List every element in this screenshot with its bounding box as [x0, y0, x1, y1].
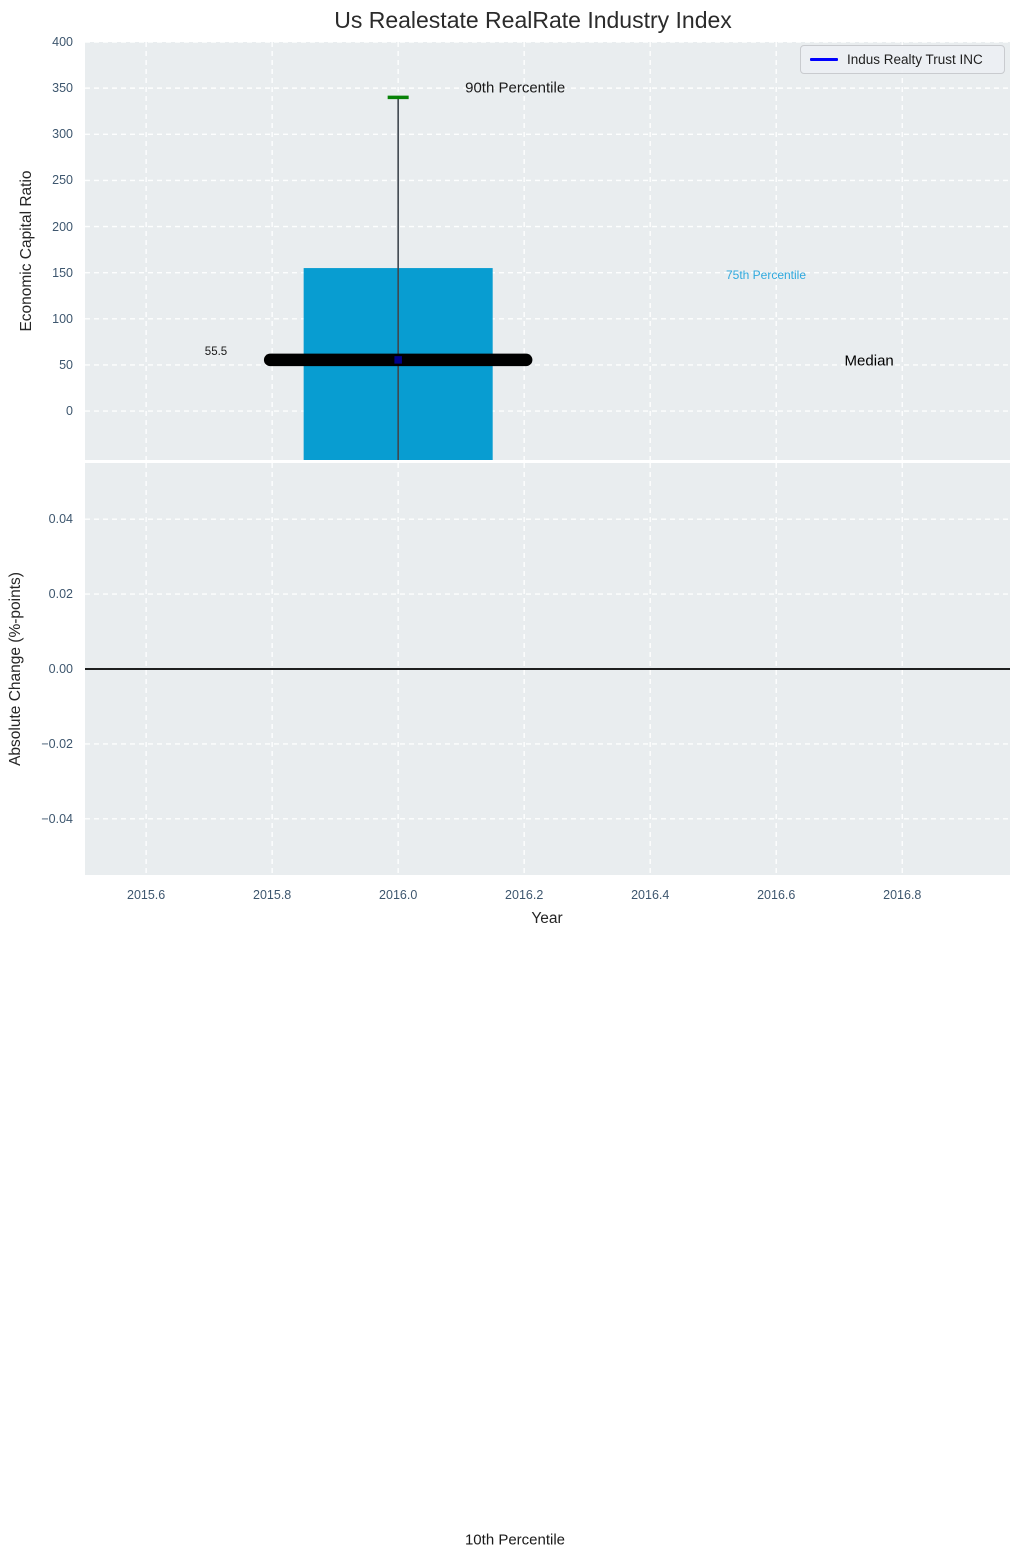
y-tick-label: 400 — [52, 35, 73, 49]
y-tick-label: 50 — [59, 357, 73, 372]
x-axis-label: Year — [531, 910, 563, 927]
median-marker — [394, 356, 402, 364]
y-tick-label: 0.02 — [48, 587, 73, 602]
x-tick-label: 2016.6 — [757, 888, 796, 902]
plot-area-top — [85, 42, 1010, 460]
annotation-median: Median — [844, 352, 894, 370]
y-tick-label: 300 — [52, 127, 73, 142]
y-tick-label: −0.04 — [41, 811, 73, 826]
x-tick-label: 2016.0 — [379, 888, 418, 902]
bottom-plot-canvas — [85, 463, 1010, 875]
y-tick-label: 0.04 — [48, 512, 73, 527]
legend-line-sample — [810, 58, 838, 61]
annotation-p90: 90th Percentile — [465, 79, 566, 97]
x-tick-label: 2016.8 — [883, 888, 922, 902]
y-tick-label: 350 — [52, 81, 73, 96]
top-plot-canvas — [85, 42, 1010, 460]
x-tick-label: 2016.4 — [631, 888, 670, 902]
y-tick-label: 0 — [66, 404, 73, 419]
legend: Indus Realty Trust INC — [800, 45, 1005, 74]
annotation-p75: 75th Percentile — [725, 268, 807, 282]
y-tick-label: −0.02 — [41, 736, 73, 751]
x-tick-label: 2015.8 — [253, 888, 292, 902]
plot-area-bottom — [85, 463, 1010, 875]
annotation-medval: 55.5 — [204, 346, 228, 358]
chart-title: Us Realestate RealRate Industry Index — [334, 7, 732, 33]
x-tick-label: 2016.2 — [505, 888, 544, 902]
y-tick-label: 0.00 — [48, 662, 73, 676]
y-axis-label-top: Economic Capital Ratio — [18, 170, 35, 332]
legend-label: Indus Realty Trust INC — [847, 52, 983, 67]
y-tick-label: 250 — [52, 173, 73, 188]
annotation-p10: 10th Percentile — [464, 1531, 566, 1549]
y-tick-label: 200 — [52, 219, 73, 234]
y-tick-label: 150 — [52, 265, 73, 280]
y-tick-label: 100 — [52, 311, 73, 326]
x-tick-label: 2015.6 — [126, 888, 166, 902]
